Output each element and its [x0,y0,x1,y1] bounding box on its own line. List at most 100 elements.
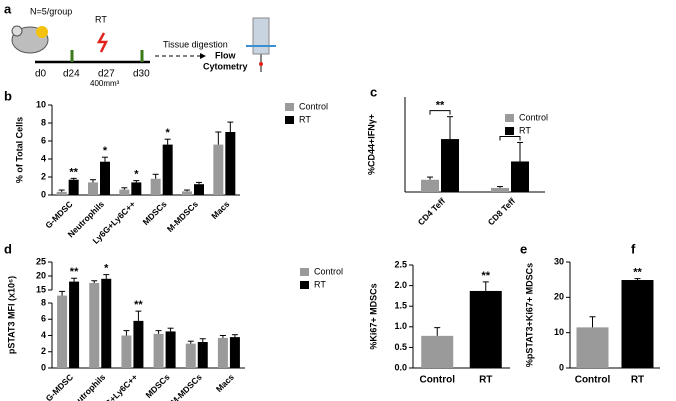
y-tick-label: 8 [41,297,46,307]
bar [100,161,110,195]
bar [621,280,654,368]
schematic: a N=5/group RT Tissue digestion Flow Cyt… [4,1,276,88]
bar [162,144,173,195]
bar [150,178,161,195]
bar [469,290,502,368]
x-tick-label: RT [631,375,644,386]
panel-label: f [631,241,636,256]
bar [165,331,176,368]
bar [229,337,240,368]
day-label: d24 [63,69,80,80]
bar [217,337,228,368]
bar [133,320,144,368]
bar [511,161,529,192]
group-size: N=5/group [30,6,72,16]
legend-label: Control [299,101,328,111]
significance: ** [134,299,143,311]
significance: ** [633,267,642,279]
significance: * [103,145,108,157]
bar [119,189,130,195]
legend-label: Control [519,112,548,122]
significance: ** [481,270,490,282]
readout-label: Flow [215,50,236,60]
y-tick-label: 0 [41,362,46,372]
bar [57,295,68,368]
y-tick-label: 8 [41,117,46,127]
cytometer [252,17,270,55]
radiation-bolt [96,32,109,53]
y-tick-label: 4 [41,153,46,163]
bar [153,333,164,368]
y-axis-label: % of Total Cells [14,117,24,183]
y-tick-label: 1.5 [394,301,407,311]
y-axis-label: %CD44+IFNγ+ [366,114,376,175]
y-tick-label: 0 [559,362,564,372]
legend-swatch [505,114,514,122]
significance: * [104,263,109,275]
tumor [36,26,48,38]
bar [101,278,112,368]
x-tick-label: M-MDSCs [165,199,200,234]
bar [576,327,609,368]
significance-bracket [499,135,521,141]
y-tick-label: 30 [554,256,564,266]
y-tick-label: 2 [41,346,46,356]
bar [88,182,98,195]
bar [68,179,79,195]
panel-label: c [370,84,377,99]
x-tick-label: G-MDSC [43,199,74,230]
significance: ** [70,266,79,278]
y-tick-label: 0.5 [394,342,407,352]
y-tick-label: 15 [36,284,46,294]
day-label: d30 [133,69,150,80]
panel-label: b [4,88,12,103]
bar [56,191,67,195]
y-tick-label: 6 [41,135,46,145]
mouse-ear [11,25,23,37]
bar [197,342,208,368]
legend-swatch [300,281,309,289]
legend-swatch [285,116,294,124]
significance: * [134,169,139,181]
bar [185,343,196,368]
arrow-head [200,53,206,59]
bar [89,283,100,368]
panel-label: d [4,241,12,256]
legend-label: RT [519,125,531,135]
legend-label: Control [314,266,343,276]
y-axis-label: %pSTAT3+Ki67+ MDSCs [524,263,534,367]
significance: ** [436,100,445,112]
y-tick-label: 20 [36,270,46,280]
bar [213,144,224,195]
y-tick-label: 4 [41,330,46,340]
x-tick-label: Macs [209,199,231,221]
y-tick-label: 10 [36,99,46,109]
y-axis-label: pSTAT3 MFI (x10⁶) [6,276,16,354]
x-tick-label: Control [575,375,611,386]
y-tick-label: 2.5 [394,259,407,269]
significance: ** [69,166,78,178]
bar [69,281,80,368]
y-axis-label: %Ki67+ MDSCs [368,283,378,349]
bar [121,335,132,368]
y-tick-label: 25 [36,256,46,266]
y-tick-label: 20 [554,292,564,302]
x-tick-label: Neutrophils [67,372,108,401]
y-tick-label: 0 [41,189,46,199]
bar [182,191,192,195]
x-tick-label: MDSCs [141,199,169,227]
legend-swatch [505,127,514,135]
panel-label: e [520,241,527,256]
bar [421,335,454,368]
bar [491,187,509,192]
x-tick-label: G-MDSC [44,372,75,401]
panel-label: a [4,1,12,16]
bar [421,179,439,192]
x-tick-label: MDSCs [143,372,171,400]
y-tick-label: 10 [554,327,564,337]
step-label: Tissue digestion [163,39,228,49]
legend-swatch [285,103,294,111]
legend-swatch [300,268,309,276]
y-tick-label: 6 [41,314,46,324]
